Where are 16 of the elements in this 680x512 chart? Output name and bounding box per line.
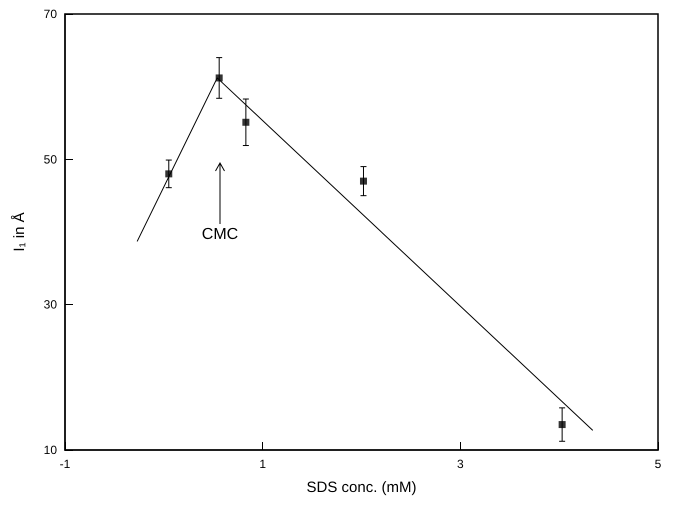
y-tick-label: 30 <box>44 298 58 312</box>
annotation: CMC <box>200 226 240 244</box>
y-tick-label: 50 <box>44 152 58 166</box>
x-tick-label: 5 <box>654 457 662 471</box>
y-tick-label: 70 <box>44 7 58 21</box>
point <box>242 118 250 126</box>
point <box>558 421 566 428</box>
point <box>360 178 367 185</box>
x-tick-label: -1 <box>60 457 71 471</box>
x-tick-label: 1 <box>259 457 266 471</box>
point <box>165 170 172 178</box>
y-axis-title: I₁ in Å <box>10 212 28 252</box>
point <box>216 74 223 82</box>
x-axis-title: SDS conc. (mM) <box>306 479 417 496</box>
y-tick-label: 10 <box>44 443 58 457</box>
x-tick-label: 3 <box>456 457 464 471</box>
